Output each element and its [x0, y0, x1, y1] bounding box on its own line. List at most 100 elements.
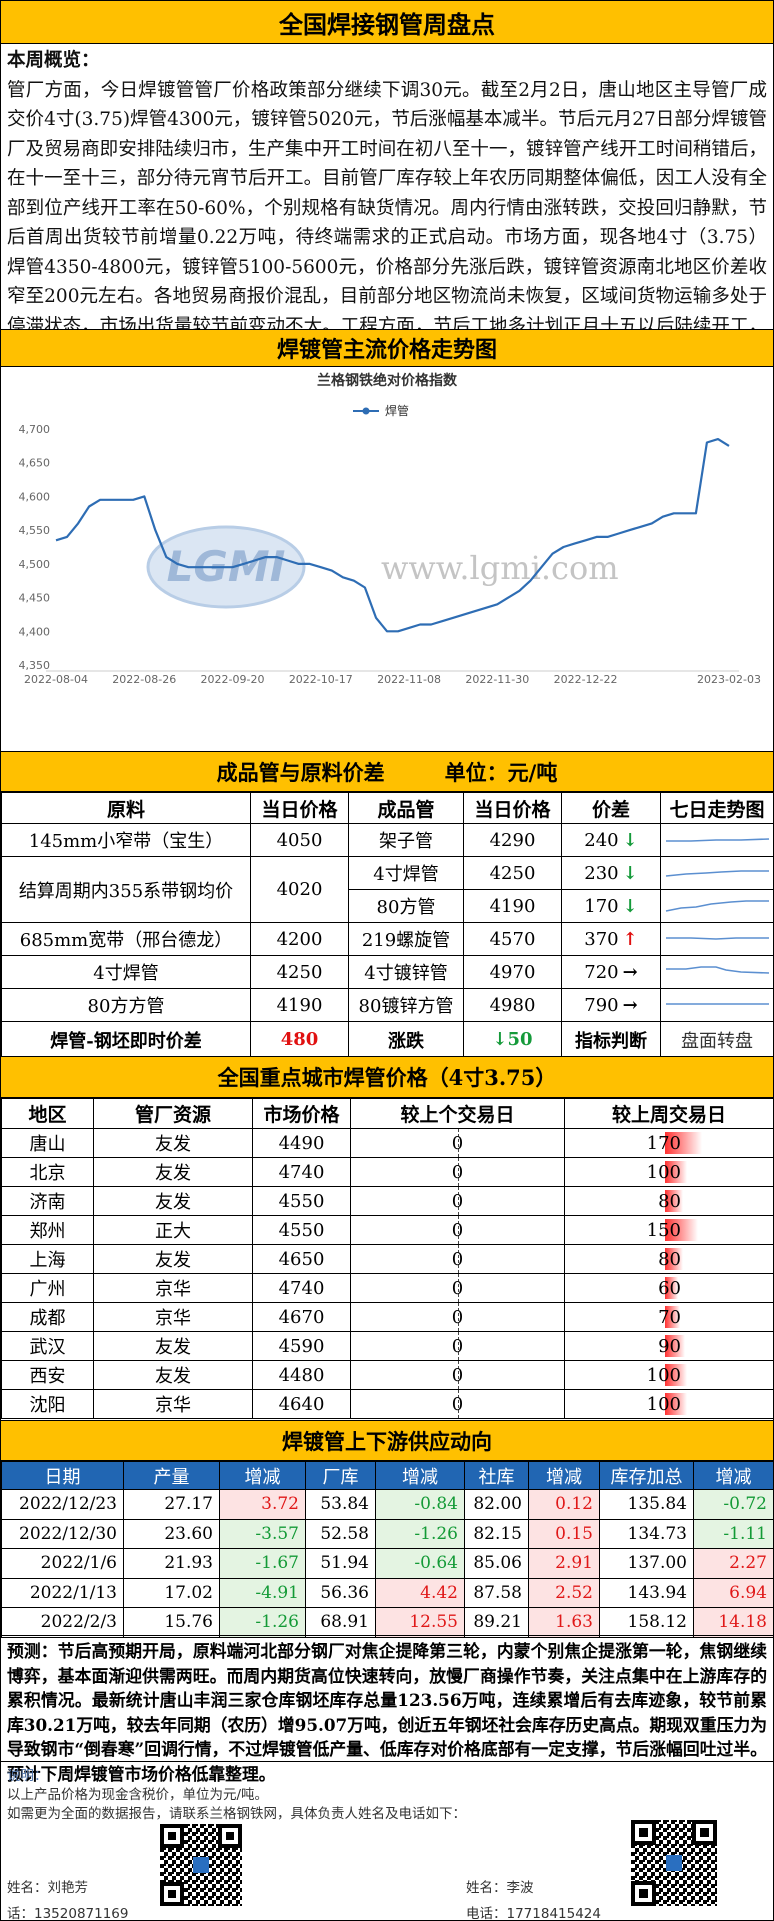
- chart-title: 兰格钢铁绝对价格指数: [317, 372, 458, 389]
- daily-change: 0: [451, 1393, 464, 1415]
- sparkline: [666, 937, 769, 940]
- change: -4.91: [219, 1577, 306, 1608]
- x-tick-label: 2022-08-26: [112, 673, 176, 686]
- table-row: 成都 京华 4670 0 70: [1, 1302, 773, 1332]
- date: 2022/2/3: [1, 1607, 124, 1638]
- column-header: 增减: [528, 1461, 600, 1490]
- table-row: 2022/12/23 27.17 3.72 53.84 -0.84 82.00 0.12 13…: [1, 1489, 773, 1520]
- legend-marker: [362, 407, 370, 415]
- product-price: 4970: [463, 955, 562, 989]
- daily-change-cell: 0: [350, 1186, 565, 1216]
- arrow: →: [622, 961, 638, 983]
- arrow: ↓: [622, 829, 638, 851]
- sparkline-line: [666, 966, 770, 974]
- overview-text: 管厂方面，今日焊镀管管厂价格政策部分继续下调30元。截至2月2日，唐山地区主导管…: [7, 79, 767, 367]
- spread-cell: 240 ↓: [561, 823, 661, 857]
- price: 4480: [252, 1360, 351, 1390]
- mill: 友发: [93, 1157, 253, 1187]
- qr-code: [631, 1820, 717, 1906]
- change: -1.67: [219, 1548, 306, 1579]
- city: 广州: [1, 1273, 94, 1303]
- change: -0.64: [375, 1548, 465, 1579]
- spread: 240: [584, 829, 619, 851]
- data-bar: [665, 1132, 703, 1154]
- mill: 友发: [93, 1186, 253, 1216]
- header-row: 原料 当日价格 成品管 当日价格 价差 七日走势图: [1, 792, 773, 824]
- chart: 兰格钢铁绝对价格指数 LGMI www.lgmi.com焊管4,3504,4004…: [19, 372, 761, 686]
- spread-cell: 370 ↑: [561, 922, 661, 956]
- material: 结算周期内355系带钢均价: [1, 856, 251, 923]
- product: 4寸焊管: [348, 856, 464, 890]
- product-price: 4250: [463, 856, 562, 890]
- change: 12.55: [375, 1607, 465, 1638]
- column-header: 较上周交易日: [564, 1098, 773, 1129]
- column-header: 厂库: [305, 1461, 376, 1490]
- arrow: ↓: [622, 895, 638, 917]
- summary-cell: 指标判断: [561, 1021, 661, 1058]
- trend-cell: [660, 988, 773, 1022]
- bar-axis: [458, 1245, 459, 1273]
- trend-cell: [660, 922, 773, 956]
- price: 4640: [252, 1389, 351, 1419]
- data-bar: [665, 1306, 681, 1328]
- change: 0.12: [528, 1489, 600, 1520]
- change: 0.15: [528, 1518, 600, 1549]
- data-bar: [665, 1219, 698, 1241]
- mill: 友发: [93, 1244, 253, 1274]
- table-row: 2022/12/30 23.60 -3.57 52.58 -1.26 82.15 0.15 1…: [1, 1518, 773, 1549]
- weekly-change-cell: 80: [564, 1186, 773, 1216]
- spread-cell: 230 ↓: [561, 856, 661, 890]
- daily-change: 0: [451, 1277, 464, 1299]
- column-header: 原料: [1, 792, 251, 824]
- y-tick-label: 4,650: [19, 457, 51, 470]
- product: 4寸镀锌管: [348, 955, 464, 989]
- bar-axis: [458, 1216, 459, 1244]
- table-row: 上海 友发 4650 0 80: [1, 1244, 773, 1274]
- trend-cell: [660, 955, 773, 989]
- forecast-text: 节后高预期开局，原料端河北部分钢厂对焦企提降第三轮，内蒙个别焦企提涨第一轮，焦钢…: [7, 1641, 767, 1784]
- table-row: 结算周期内355系带钢均价 4020 4寸焊管 4250 230 ↓: [1, 856, 773, 923]
- material: 685mm宽带（邢台德龙）: [1, 922, 251, 956]
- price: 4740: [252, 1157, 351, 1187]
- notes-line: 以上产品价格为现金含税价，单位为元/吨。: [7, 1787, 269, 1803]
- amount: 15.76: [123, 1607, 220, 1638]
- column-header: 社库: [464, 1461, 529, 1490]
- data-bar: [665, 1277, 679, 1299]
- summary-cell: 焊管-钢坯即时价差: [1, 1021, 251, 1058]
- change: 14.18: [693, 1607, 773, 1638]
- notes: 说明： 以上产品价格为现金含税价，单位为元/吨。 如需更为全面的数据报告，请联系…: [1, 1762, 773, 1920]
- x-tick-label: 2022-08-04: [24, 673, 88, 686]
- table-row: 广州 京华 4740 0 60: [1, 1273, 773, 1303]
- date: 2022/1/13: [1, 1577, 124, 1608]
- mill: 友发: [93, 1360, 253, 1390]
- x-tick-label: 2023-02-03: [697, 673, 761, 686]
- daily-change-cell: 0: [350, 1273, 565, 1303]
- amount: 52.58: [305, 1518, 376, 1549]
- bar-axis: [458, 1361, 459, 1389]
- amount: 135.84: [599, 1489, 694, 1520]
- column-header: 价差: [561, 792, 661, 824]
- amount: 68.91: [305, 1607, 376, 1638]
- date: 2022/12/23: [1, 1489, 124, 1520]
- change: -0.72: [693, 1489, 773, 1520]
- table-row: 济南 友发 4550 0 80: [1, 1186, 773, 1216]
- city: 武汉: [1, 1331, 94, 1361]
- x-tick-label: 2022-09-20: [201, 673, 265, 686]
- mill: 正大: [93, 1215, 253, 1245]
- trend-cell: [660, 823, 773, 857]
- weekly-change: 60: [658, 1278, 681, 1299]
- spread-cell: 790 →: [561, 988, 661, 1022]
- x-tick-label: 2022-11-08: [377, 673, 441, 686]
- overview: 本周概览： 管厂方面，今日焊镀管管厂价格政策部分继续下调30元。截至2月2日，唐山…: [1, 44, 773, 366]
- material-price: 4050: [250, 823, 349, 857]
- daily-change-cell: 0: [350, 1244, 565, 1274]
- table-row: 2022/1/6 21.93 -1.67 51.94 -0.64 85.06 2.91 137…: [1, 1548, 773, 1579]
- column-header: 产量: [123, 1461, 220, 1490]
- product-price: 4570: [463, 922, 562, 956]
- price: 4740: [252, 1273, 351, 1303]
- section-title-text: 成品管与原料价差: [216, 759, 385, 785]
- sparkline-line: [665, 900, 769, 912]
- change: -1.26: [375, 1518, 465, 1549]
- column-header: 增减: [219, 1461, 306, 1490]
- weekly-change-cell: 100: [564, 1360, 773, 1390]
